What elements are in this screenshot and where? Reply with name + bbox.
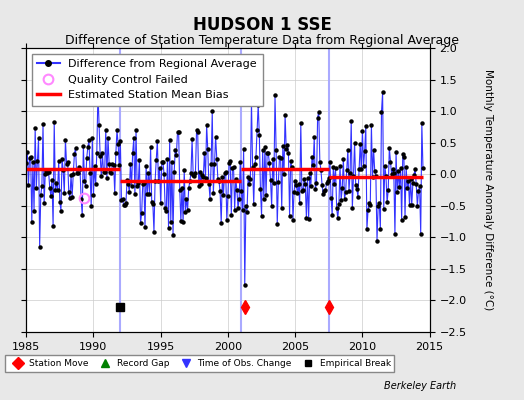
Text: HUDSON 1 SSE: HUDSON 1 SSE	[192, 16, 332, 34]
Text: Berkeley Earth: Berkeley Earth	[384, 381, 456, 391]
Text: Difference of Station Temperature Data from Regional Average: Difference of Station Temperature Data f…	[65, 34, 459, 47]
Legend: Station Move, Record Gap, Time of Obs. Change, Empirical Break: Station Move, Record Gap, Time of Obs. C…	[5, 355, 395, 372]
Y-axis label: Monthly Temperature Anomaly Difference (°C): Monthly Temperature Anomaly Difference (…	[483, 69, 493, 311]
